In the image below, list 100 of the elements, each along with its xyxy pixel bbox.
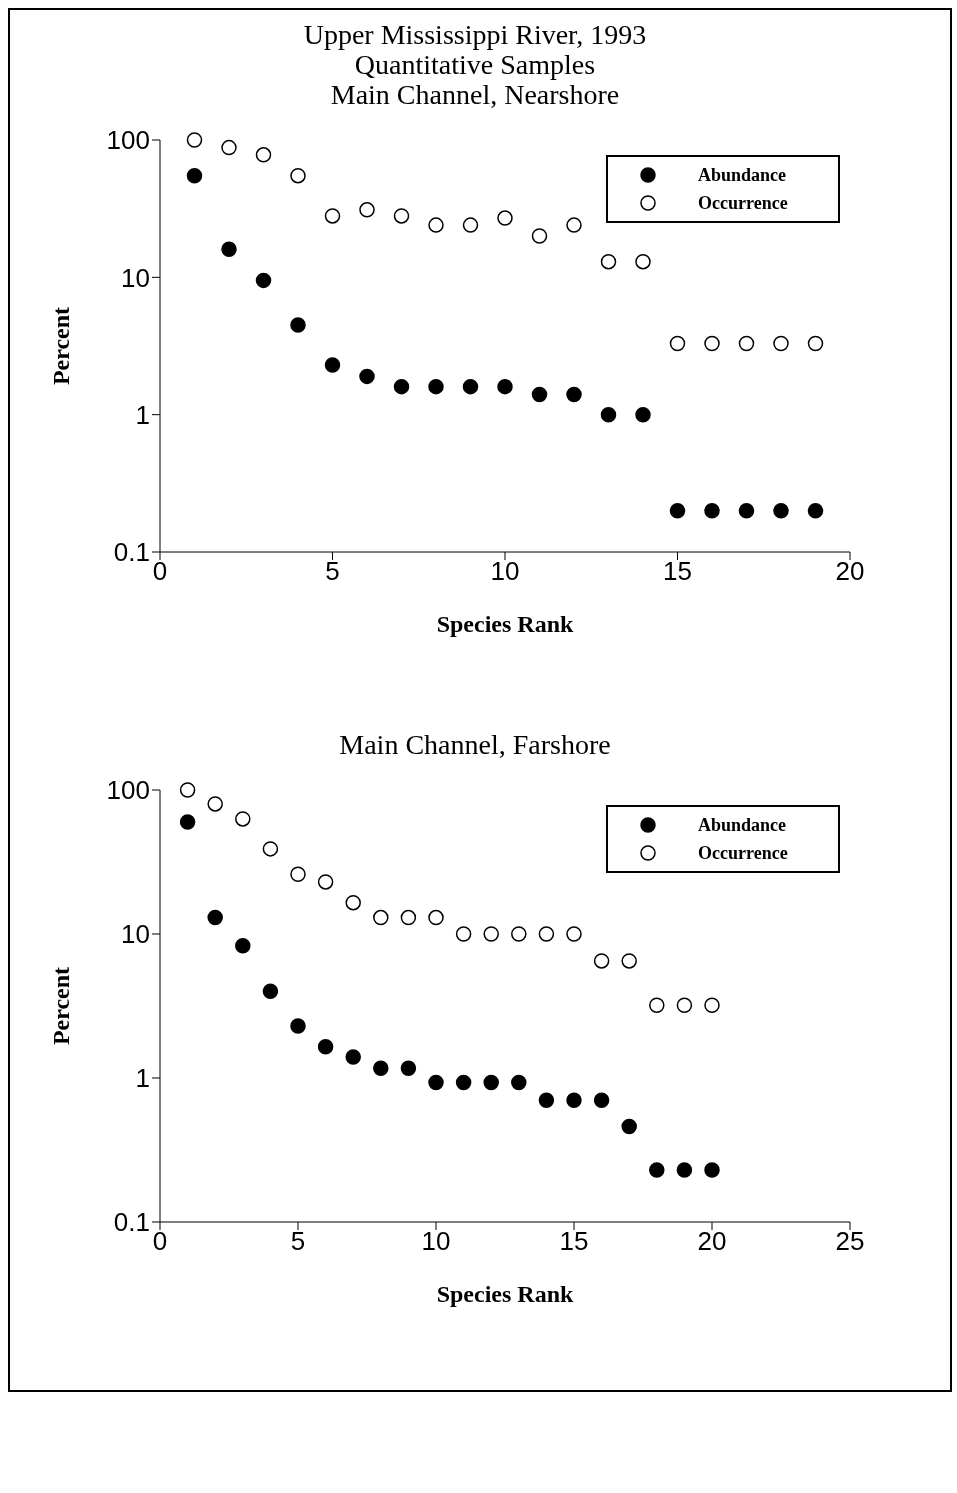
- point: [807, 335, 824, 352]
- point: [290, 317, 306, 333]
- point: [669, 335, 686, 352]
- x-tick-label: 5: [325, 556, 340, 587]
- x-tick-label: 20: [697, 1226, 727, 1257]
- point: [649, 997, 665, 1014]
- point: [600, 253, 617, 270]
- y-tick-label: 1: [135, 1063, 150, 1094]
- point: [345, 1049, 361, 1065]
- y-axis-title: Percent: [47, 306, 74, 386]
- y-tick-label: 10: [121, 262, 150, 293]
- x-tick-label: 0: [152, 1226, 168, 1257]
- point: [207, 909, 223, 926]
- point: [400, 1060, 417, 1076]
- point: [393, 208, 410, 224]
- point: [807, 502, 824, 519]
- point: [483, 1074, 499, 1091]
- x-tick-label: 25: [835, 1226, 865, 1257]
- point: [221, 241, 237, 258]
- point: [593, 953, 610, 969]
- point: [400, 909, 417, 926]
- point: [635, 406, 651, 423]
- legend-label: Abundance: [698, 814, 787, 837]
- point: [235, 811, 251, 827]
- x-tick-label: 20: [835, 556, 865, 587]
- point: [455, 1074, 472, 1091]
- point: [262, 983, 279, 1000]
- point: [773, 502, 789, 519]
- point: [255, 272, 272, 289]
- point: [290, 167, 306, 184]
- point: [704, 997, 720, 1014]
- chart-title: Main Channel, Farshore: [338, 729, 612, 760]
- point: [235, 937, 251, 954]
- y-tick-label: 10: [121, 919, 150, 950]
- legend-label: Abundance: [698, 164, 787, 187]
- x-tick-label: 10: [490, 556, 520, 587]
- x-axis-title: Species Rank: [436, 1281, 574, 1307]
- point: [317, 874, 334, 890]
- point: [669, 502, 686, 519]
- point: [359, 368, 375, 385]
- x-tick-label: 10: [421, 1226, 451, 1257]
- point: [649, 1162, 665, 1178]
- point: [566, 926, 582, 942]
- point: [455, 926, 472, 942]
- point: [186, 132, 203, 148]
- point: [704, 502, 720, 519]
- point: [462, 217, 479, 233]
- point: [738, 502, 755, 519]
- point: [359, 202, 375, 218]
- x-tick-label: 5: [290, 1226, 306, 1257]
- x-tick-label: 15: [663, 556, 692, 587]
- point: [566, 386, 582, 403]
- point: [462, 378, 479, 395]
- point: [531, 228, 548, 244]
- point: [290, 1018, 306, 1034]
- point: [773, 335, 789, 352]
- point: [497, 210, 513, 226]
- point: [531, 386, 548, 403]
- point: [621, 953, 637, 969]
- point: [738, 335, 755, 352]
- point: [428, 378, 444, 395]
- point: [221, 139, 237, 156]
- point: [538, 926, 555, 942]
- legend-label: Occurrence: [698, 192, 788, 215]
- point: [600, 406, 617, 423]
- point: [345, 894, 361, 911]
- point: [566, 1092, 582, 1109]
- legend-label: Occurrence: [698, 842, 788, 865]
- y-tick-label: 100: [106, 125, 150, 156]
- point: [621, 1118, 637, 1135]
- point: [262, 841, 279, 857]
- y-tick-label: 100: [106, 775, 150, 806]
- y-tick-label: 0.1: [113, 537, 150, 568]
- point: [635, 253, 651, 270]
- point: [593, 1092, 610, 1109]
- point: [290, 866, 306, 882]
- point: [393, 378, 410, 395]
- point: [324, 357, 341, 373]
- point: [676, 1162, 693, 1178]
- point: [511, 1074, 527, 1091]
- point: [324, 208, 341, 224]
- x-axis-title: Species Rank: [436, 611, 574, 637]
- point: [511, 926, 527, 942]
- point: [428, 217, 444, 233]
- y-tick-label: 0.1: [113, 1207, 150, 1238]
- point: [704, 1162, 720, 1178]
- chart-title: Upper Mississippi River, 1993 Quantitative Samples Main Channel, Nearshore: [302, 19, 648, 110]
- point: [428, 909, 444, 926]
- y-tick-label: 1: [135, 399, 150, 430]
- point: [179, 782, 196, 798]
- point: [255, 147, 272, 163]
- point: [179, 814, 196, 830]
- point: [207, 796, 223, 812]
- point: [373, 909, 389, 926]
- point: [186, 167, 203, 184]
- y-axis-title: Percent: [47, 966, 74, 1046]
- point: [373, 1060, 389, 1076]
- point: [538, 1092, 555, 1109]
- point: [497, 378, 513, 395]
- point: [483, 926, 499, 942]
